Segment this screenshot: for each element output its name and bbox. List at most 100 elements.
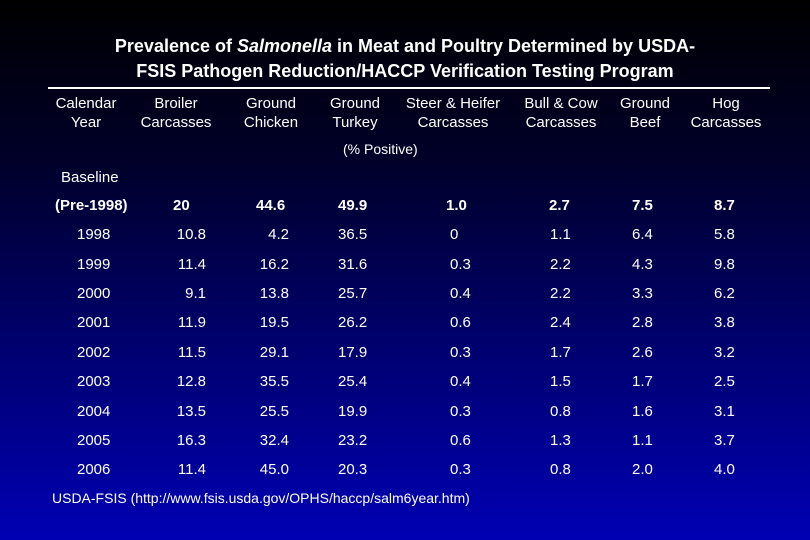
table-cell: 0 [450,226,459,243]
table-cell: 11.4 [177,461,206,478]
column-header-line: Chicken [243,114,299,131]
column-header-line: Ground [245,95,297,112]
table-cell: 6.4 [632,226,653,243]
row-year: 1999 [77,256,111,273]
source-citation: USDA-FSIS (http://www.fsis.usda.gov/OPHS… [52,490,470,506]
table-cell: 25.4 [338,373,368,390]
table-cell: 32.4 [259,432,289,449]
table-cell: 26.2 [338,314,368,331]
table-cell: 11.9 [177,314,206,331]
table-cell: 20 [173,197,190,214]
column-header: Broiler Carcasses [106,94,246,132]
row-year: 2006 [77,461,111,478]
table-cell: 5.8 [714,226,735,243]
table-cell: 49.9 [338,197,368,214]
column-header: Ground Beef [575,94,715,132]
column-header: Hog Carcasses [656,94,796,132]
baseline-label: Baseline [61,169,119,186]
table-cell: 2.2 [550,285,571,302]
table-cell: 0.3 [450,344,471,361]
title-line-2: FSIS Pathogen Reduction/HACCP Verificati… [136,61,674,81]
table-cell: 0.6 [450,432,471,449]
row-year: 1998 [77,226,111,243]
column-header: Calendar Year [16,94,156,132]
table-cell: 9.8 [714,256,735,273]
table-cell: 19.9 [338,403,368,420]
table-cell: 0.3 [450,461,471,478]
title-line-1: Prevalence of Salmonella in Meat and Pou… [0,34,810,59]
row-year: 2002 [77,344,111,361]
table-cell: 6.2 [714,285,735,302]
table-cell: 3.8 [714,314,735,331]
table-cell: 35.5 [259,373,289,390]
table-cell: 3.7 [714,432,735,449]
table-cell: 20.3 [338,461,368,478]
column-header-line: Ground [619,95,671,112]
column-header-line: Turkey [332,114,378,131]
table-cell: 1.1 [550,226,571,243]
column-header-line: Steer & Heifer [405,95,501,112]
table-cell: 1.5 [550,373,571,390]
table-cell: 0.8 [550,461,571,478]
table-cell: 25.7 [338,285,368,302]
table-cell: 31.6 [338,256,368,273]
column-header-line: Hog [712,95,740,112]
table-cell: 10.8 [176,226,206,243]
column-header-line: Carcasses [417,114,489,131]
table-cell: 7.5 [632,197,653,214]
table-cell: 2.6 [632,344,653,361]
title-text: Prevalence of [114,36,237,56]
column-header-line: Year [70,114,102,131]
table-cell: 2.5 [714,373,735,390]
title-divider [48,87,770,89]
column-header-line: Carcasses [690,114,762,131]
table-cell: 1.1 [632,432,653,449]
table-cell: 1.3 [550,432,571,449]
table-cell: 4.2 [268,226,289,243]
column-header: Ground Turkey [285,94,425,132]
table-cell: 2.2 [550,256,571,273]
column-header: Steer & Heifer Carcasses [383,94,523,132]
row-year: 2000 [77,285,111,302]
table-cell: 4.0 [714,461,735,478]
title-text-cont: in Meat and Poultry Determined by USDA- [332,36,696,56]
table-cell: 13.8 [259,285,289,302]
table-cell: 17.9 [338,344,368,361]
row-year: 2003 [77,373,111,390]
column-header-line: Carcasses [140,114,212,131]
page-title: Prevalence of Salmonella in Meat and Pou… [0,34,810,84]
table-cell: 25.5 [259,403,289,420]
column-header: Ground Chicken [201,94,341,132]
table-cell: 45.0 [259,461,289,478]
column-header-line: Calendar [55,95,117,112]
table-cell: 0.3 [450,256,471,273]
table-cell: 1.6 [632,403,653,420]
column-header-line: Beef [629,114,661,131]
table-cell: 0.6 [450,314,471,331]
table-cell: 2.0 [632,461,653,478]
column-header-line: Broiler [154,95,198,112]
table-cell: 16.2 [259,256,289,273]
column-header-line: Carcasses [525,114,597,131]
unit-label: (% Positive) [343,141,418,157]
table-cell: 0.4 [450,373,471,390]
table-cell: 16.3 [176,432,206,449]
table-cell: 13.5 [176,403,206,420]
table-cell: 23.2 [338,432,368,449]
table-cell: 36.5 [338,226,368,243]
table-cell: 0.3 [450,403,471,420]
table-cell: 8.7 [714,197,735,214]
table-cell: 44.6 [256,197,286,214]
row-year: (Pre-1998) [55,197,128,214]
table-cell: 29.1 [259,344,289,361]
table-cell: 1.7 [550,344,571,361]
table-cell: 3.1 [714,403,735,420]
table-cell: 19.5 [259,314,289,331]
column-header-line: Bull & Cow [524,95,598,112]
column-header: Bull & Cow Carcasses [491,94,631,132]
row-year: 2005 [77,432,111,449]
table-cell: 0.4 [450,285,471,302]
table-cell: 12.8 [176,373,206,390]
table-cell: 2.7 [549,197,570,214]
table-cell: 9.1 [185,285,206,302]
